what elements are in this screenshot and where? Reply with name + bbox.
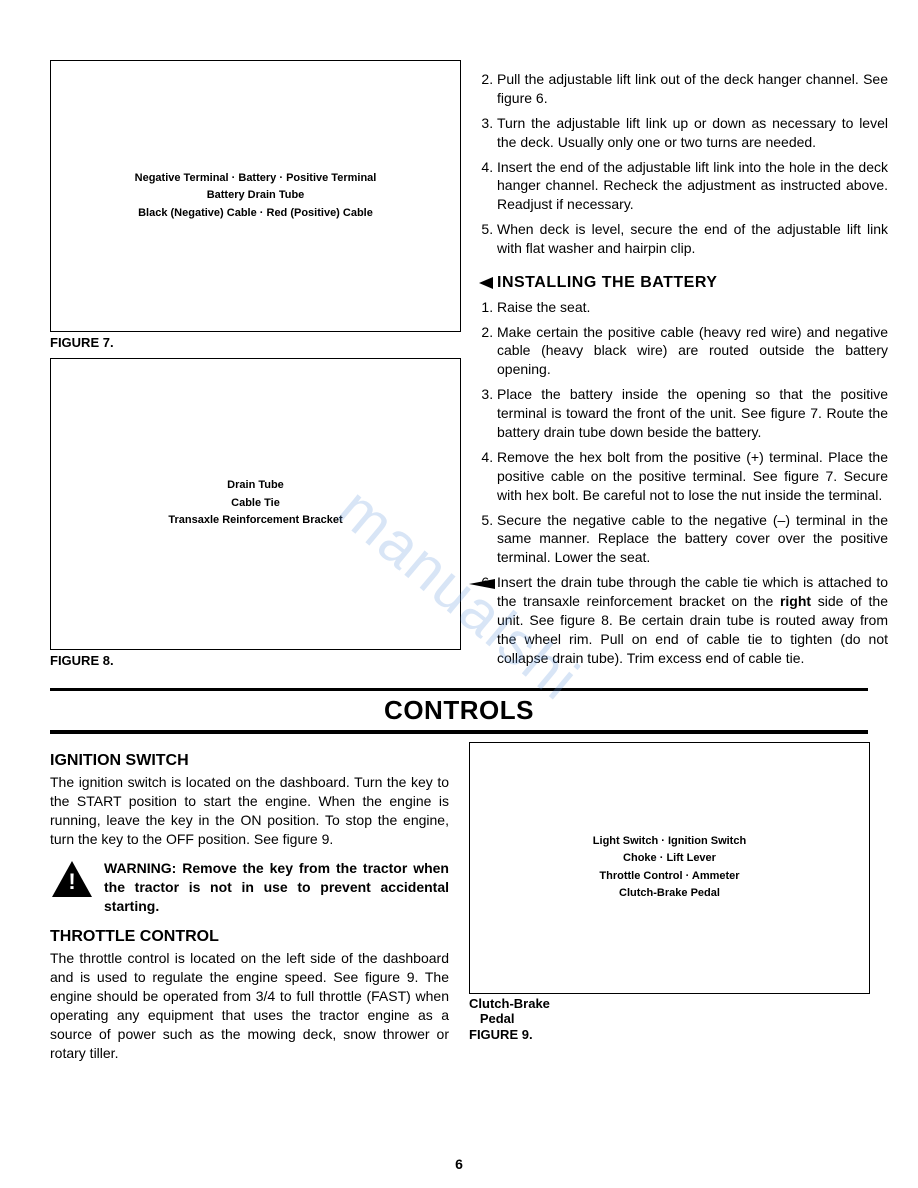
top-two-column: Negative Terminal · Battery · Positive T… — [50, 60, 868, 678]
throttle-control-body: The throttle control is located on the l… — [50, 949, 449, 1062]
svg-text:!: ! — [68, 869, 75, 894]
figure-8-label: FIGURE 8. — [50, 652, 459, 670]
figure-8-diagram: Drain Tube Cable Tie Transaxle Reinforce… — [50, 358, 461, 650]
install-step-6: Insert the drain tube through the cable … — [497, 573, 888, 667]
arrow-left-icon — [469, 579, 495, 589]
figure-8-callouts: Drain Tube Cable Tie Transaxle Reinforce… — [160, 469, 350, 538]
figure-9-diagram: Light Switch · Ignition Switch Choke · L… — [469, 742, 870, 994]
arrow-left-icon — [479, 277, 493, 289]
controls-heading: CONTROLS — [50, 693, 868, 728]
install-step-1: Raise the seat. — [497, 298, 888, 317]
install-step-5: Secure the negative cable to the negativ… — [497, 511, 888, 568]
ignition-switch-heading: IGNITION SWITCH — [50, 750, 449, 772]
controls-header-rule: CONTROLS — [50, 688, 868, 734]
warning-triangle-icon: ! — [50, 859, 94, 916]
figure-7-label: FIGURE 7. — [50, 334, 459, 352]
controls-text-column: IGNITION SWITCH The ignition switch is l… — [50, 742, 449, 1073]
figure-7-callouts: Negative Terminal · Battery · Positive T… — [127, 162, 385, 231]
step-3: Turn the adjustable lift link up or down… — [497, 114, 888, 152]
ignition-switch-body: The ignition switch is located on the da… — [50, 773, 449, 849]
step-5: When deck is level, secure the end of th… — [497, 220, 888, 258]
install-battery-steps: Raise the seat. Make certain the positiv… — [479, 298, 888, 668]
warning-text: WARNING: Remove the key from the tractor… — [104, 859, 449, 916]
throttle-control-heading: THROTTLE CONTROL — [50, 926, 449, 948]
bottom-two-column: IGNITION SWITCH The ignition switch is l… — [50, 742, 868, 1073]
install-step-2: Make certain the positive cable (heavy r… — [497, 323, 888, 380]
deck-level-steps: Pull the adjustable lift link out of the… — [479, 70, 888, 258]
figure-9-column: Light Switch · Ignition Switch Choke · L… — [469, 742, 868, 1073]
right-text-column: Pull the adjustable lift link out of the… — [479, 60, 888, 678]
figure-9-callouts: Light Switch · Ignition Switch Choke · L… — [585, 825, 754, 911]
install-step-3: Place the battery inside the opening so … — [497, 385, 888, 442]
installing-battery-heading: INSTALLING THE BATTERY — [479, 272, 888, 294]
figure-9-caption: Clutch-Brake Pedal FIGURE 9. — [469, 996, 868, 1043]
step-4: Insert the end of the adjustable lift li… — [497, 158, 888, 215]
page-number: 6 — [0, 1155, 918, 1174]
warning-block: ! WARNING: Remove the key from the tract… — [50, 859, 449, 916]
figures-column: Negative Terminal · Battery · Positive T… — [50, 60, 459, 678]
figure-7-diagram: Negative Terminal · Battery · Positive T… — [50, 60, 461, 332]
step-2: Pull the adjustable lift link out of the… — [497, 70, 888, 108]
install-step-4: Remove the hex bolt from the positive (+… — [497, 448, 888, 505]
